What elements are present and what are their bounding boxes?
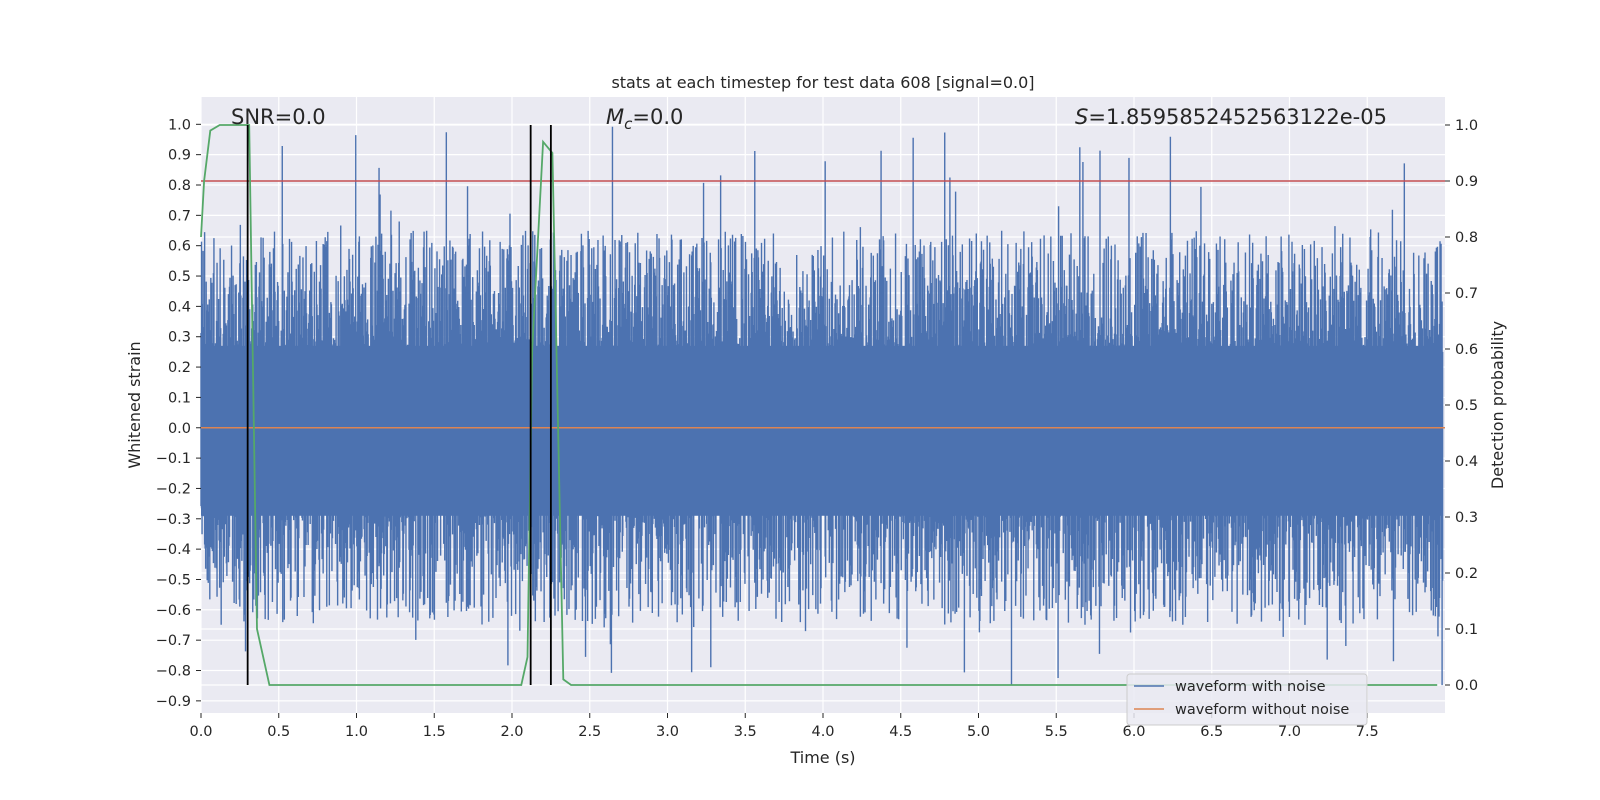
- y2-tick-label: 0.9: [1455, 174, 1478, 190]
- y2-tick-label: 0.0: [1455, 678, 1478, 694]
- y2-tick-label: 0.1: [1455, 622, 1478, 638]
- x-tick-label: 3.0: [656, 724, 679, 740]
- y-tick-label: 1.0: [168, 117, 191, 133]
- y2-tick-label: 0.6: [1455, 342, 1478, 358]
- legend-box: [1126, 673, 1368, 726]
- y2-tick-label: 0.4: [1455, 454, 1478, 470]
- x-tick-label: 4.0: [811, 724, 834, 740]
- legend-label-without-noise: waveform without noise: [1175, 702, 1349, 718]
- y-tick-label: 0.9: [168, 148, 191, 164]
- mc-symbol: M: [606, 105, 624, 129]
- y-tick-label: −0.6: [156, 603, 191, 619]
- y2-tick-label: 0.5: [1455, 398, 1478, 414]
- legend: waveform with noise waveform without noi…: [1126, 673, 1368, 726]
- y-tick-label: 0.8: [168, 178, 191, 194]
- x-tick-label: 6.5: [1200, 724, 1223, 740]
- y-tick-label: −0.5: [156, 572, 191, 588]
- y2-tick-label: 0.3: [1455, 510, 1478, 526]
- y2-tick-label: 0.2: [1455, 566, 1478, 582]
- y-tick-label: 0.1: [168, 390, 191, 406]
- y-tick-label: −0.9: [156, 694, 191, 710]
- y-axis-ticks: 1.0 0.9 0.8 0.7 0.6 0.5 0.4 0.3 0.2 0.1 0.0 −0.1 −0.…: [156, 117, 201, 710]
- s-value: =1.8595852452563122e-05: [1088, 105, 1387, 129]
- x-tick-label: 2.0: [500, 724, 523, 740]
- x-tick-label: 0.5: [267, 724, 290, 740]
- y-tick-label: −0.4: [156, 542, 191, 558]
- x-tick-label: 7.0: [1278, 724, 1301, 740]
- mc-subscript: c: [624, 115, 633, 133]
- x-tick-label: 5.0: [967, 724, 990, 740]
- y2-axis-label: Detection probability: [1488, 321, 1507, 489]
- y2-tick-label: 1.0: [1455, 118, 1478, 134]
- y-axis-label: Whitened strain: [125, 341, 144, 468]
- y-tick-label: 0.7: [168, 208, 191, 224]
- y-tick-label: 0.0: [168, 421, 191, 437]
- y-tick-label: −0.3: [156, 512, 191, 528]
- x-tick-label: 3.5: [734, 724, 757, 740]
- mc-annotation: Mc=0.0: [606, 105, 683, 133]
- x-tick-label: 7.5: [1356, 724, 1379, 740]
- y2-tick-label: 0.7: [1455, 286, 1478, 302]
- y-tick-label: 0.4: [168, 299, 191, 315]
- x-tick-label: 0.0: [189, 724, 212, 740]
- y-tick-label: 0.5: [168, 269, 191, 285]
- chart-title: stats at each timestep for test data 608…: [611, 73, 1034, 92]
- noise-core: [201, 345, 1442, 516]
- s-annotation: S=1.8595852452563122e-05: [1075, 105, 1387, 129]
- x-tick-label: 5.5: [1045, 724, 1068, 740]
- snr-annotation: SNR=0.0: [231, 105, 326, 129]
- x-tick-label: 1.5: [423, 724, 446, 740]
- vertical-markers: [246, 125, 552, 685]
- x-axis-ticks: 0.0 0.5 1.0 1.5 2.0 2.5 3.0 3.5 4.0 4.5 5.0 5.5 6.0 6…: [189, 713, 1379, 740]
- x-tick-label: 2.5: [578, 724, 601, 740]
- y-tick-label: −0.2: [156, 481, 191, 497]
- x-tick-label: 6.0: [1122, 724, 1145, 740]
- series-detection-probability: [200, 124, 1438, 686]
- y-tick-label: 0.6: [168, 239, 191, 255]
- y-tick-label: −0.1: [156, 451, 191, 467]
- series-waveform-with-noise: [200, 126, 1444, 686]
- y2-axis-ticks: 1.0 0.9 0.8 0.7 0.6 0.5 0.4 0.3 0.2 0.1 0.0: [1445, 118, 1478, 694]
- y-tick-label: 0.3: [168, 330, 191, 346]
- s-symbol: S: [1075, 105, 1088, 129]
- y-tick-label: 0.2: [168, 360, 191, 376]
- x-axis-label: Time (s): [789, 748, 855, 767]
- y-tick-label: −0.7: [156, 633, 191, 649]
- x-tick-label: 1.0: [345, 724, 368, 740]
- mc-value: =0.0: [632, 105, 683, 129]
- legend-label-with-noise: waveform with noise: [1175, 679, 1326, 695]
- y-tick-label: −0.8: [156, 664, 191, 680]
- x-tick-label: 4.5: [889, 724, 912, 740]
- y2-tick-label: 0.8: [1455, 230, 1478, 246]
